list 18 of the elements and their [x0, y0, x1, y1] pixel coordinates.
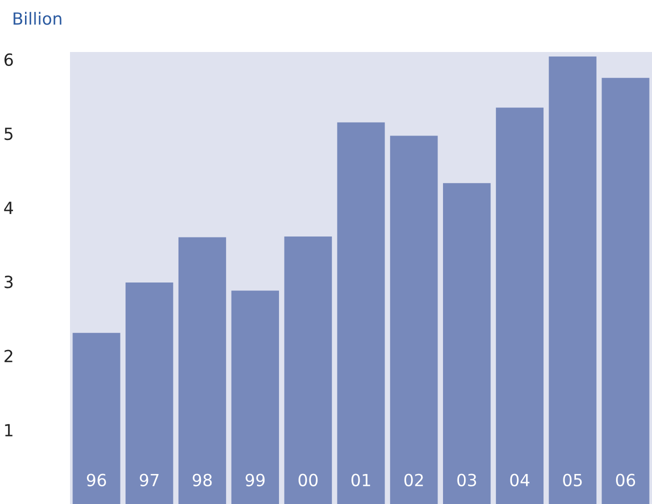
y-tick-label: 6 [4, 53, 13, 66]
x-tick-label: 05 [563, 474, 582, 486]
y-tick-label: 1 [5, 424, 12, 436]
x-tick-label: 01 [351, 474, 370, 486]
x-tick-label: 03 [457, 474, 476, 486]
y-tick-label: 4 [4, 202, 14, 214]
x-tick-label: 06 [616, 474, 636, 486]
x-tick-label: 00 [298, 474, 318, 486]
x-tick-label: 98 [192, 474, 212, 486]
y-axis-title: Billion [14, 12, 62, 25]
y-tick-label: 3 [4, 276, 13, 288]
x-tick-label: 02 [404, 474, 423, 486]
x-tick-label: 97 [140, 474, 159, 486]
x-tick-label: 99 [246, 474, 265, 486]
x-tick-label: 96 [86, 474, 106, 486]
y-tick-label: 5 [4, 128, 12, 140]
y-tick-label: 2 [4, 350, 12, 362]
x-tick-label: 04 [510, 474, 530, 486]
